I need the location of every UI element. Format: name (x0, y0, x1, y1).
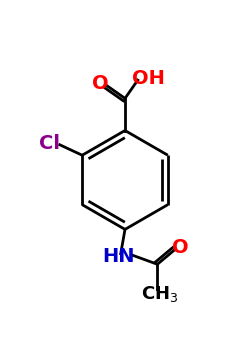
Text: O: O (92, 74, 109, 93)
Text: O: O (172, 238, 188, 258)
Text: HN: HN (102, 247, 134, 266)
Text: OH: OH (132, 69, 164, 88)
Text: CH$_3$: CH$_3$ (141, 285, 178, 304)
Text: Cl: Cl (40, 134, 60, 153)
